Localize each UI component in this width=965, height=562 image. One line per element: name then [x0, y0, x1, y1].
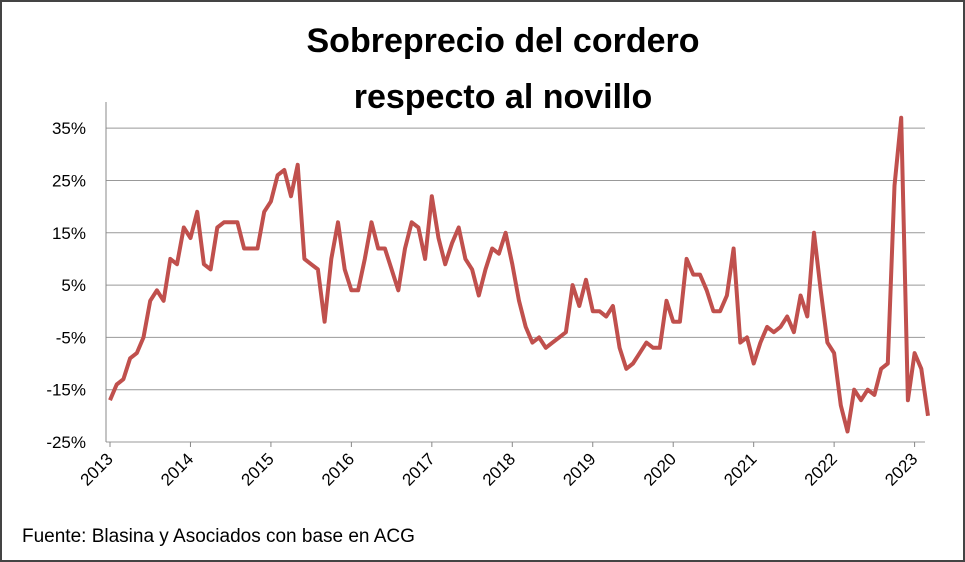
chart-title: Sobreprecio del cordero: [307, 22, 700, 60]
line: [108, 115, 930, 434]
chart-title: respecto al novillo: [354, 78, 653, 116]
y-tick-label: 15%: [52, 224, 86, 243]
y-tick-label: -15%: [46, 381, 86, 400]
y-tick-label: -5%: [56, 328, 86, 347]
y-tick-label: 25%: [52, 171, 86, 190]
y-tick-label: 5%: [61, 276, 86, 295]
y-tick-label: 35%: [52, 119, 86, 138]
source: Fuente: Blasina y Asociados con base en …: [22, 526, 415, 547]
y-tick-label: -25%: [46, 433, 86, 452]
